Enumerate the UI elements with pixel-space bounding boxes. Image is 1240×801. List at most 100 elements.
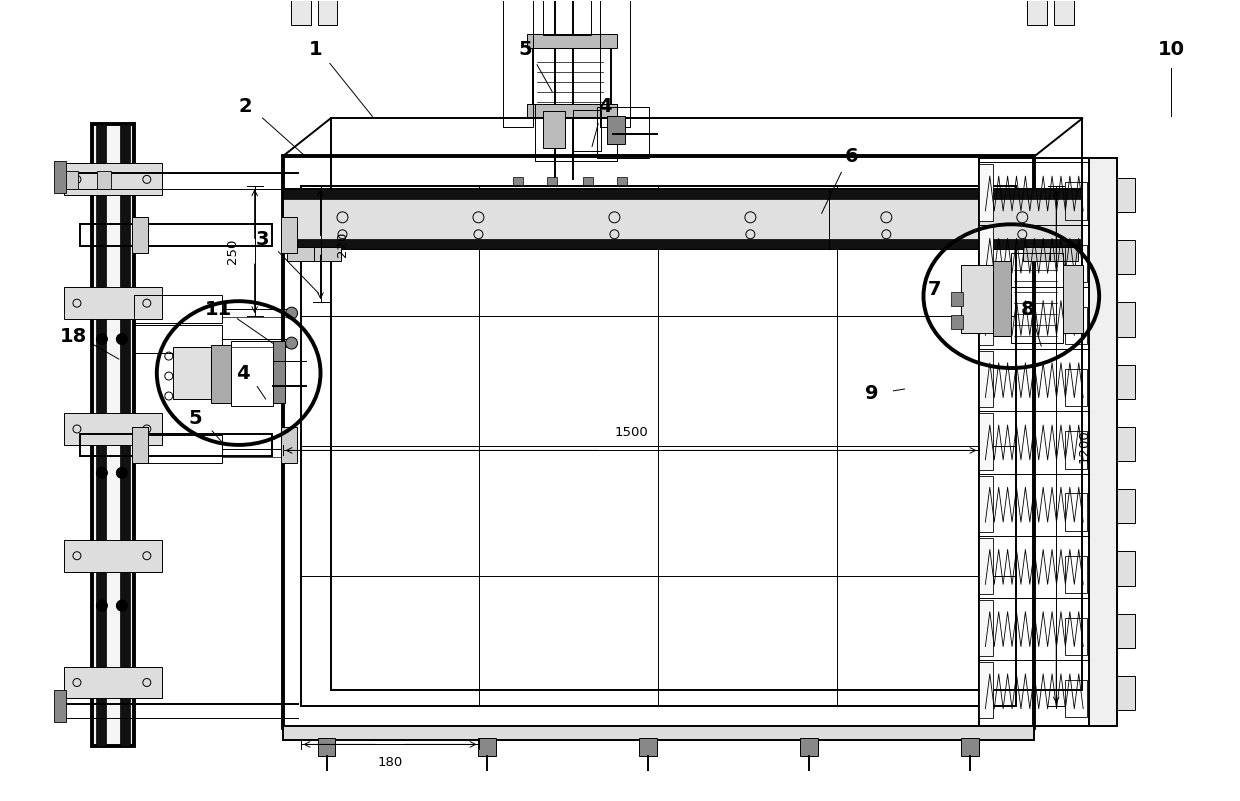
Bar <box>980 476 993 532</box>
Bar <box>1065 244 1087 282</box>
Bar <box>980 600 993 656</box>
Bar <box>533 46 611 107</box>
Bar <box>980 351 993 408</box>
Text: 8: 8 <box>1021 300 1034 319</box>
Bar <box>980 537 993 594</box>
Bar <box>64 171 78 189</box>
Bar <box>543 111 565 148</box>
Bar <box>283 239 1083 249</box>
Bar <box>95 124 105 747</box>
Circle shape <box>285 337 298 349</box>
Bar <box>1054 0 1074 25</box>
Bar <box>290 0 310 25</box>
Bar <box>1089 159 1117 727</box>
Bar <box>583 177 593 185</box>
Bar <box>314 248 341 261</box>
Circle shape <box>117 468 128 478</box>
Circle shape <box>117 333 128 344</box>
Bar <box>1117 427 1135 461</box>
Text: 1: 1 <box>309 40 322 59</box>
Text: 3: 3 <box>255 230 269 249</box>
Bar <box>1012 253 1063 343</box>
Circle shape <box>285 447 298 459</box>
Bar <box>596 107 649 159</box>
Bar <box>1023 248 1052 261</box>
Bar <box>527 103 618 118</box>
Text: 180: 180 <box>377 756 403 769</box>
Bar <box>231 341 273 406</box>
Bar <box>55 690 66 723</box>
Bar <box>951 292 963 306</box>
Text: 1200: 1200 <box>1078 429 1091 463</box>
Bar <box>600 0 630 127</box>
Bar <box>1065 369 1087 406</box>
Bar <box>980 164 993 220</box>
Bar <box>547 177 557 185</box>
Bar <box>79 434 272 456</box>
Text: 5: 5 <box>188 409 202 429</box>
Text: 9: 9 <box>864 384 878 403</box>
Circle shape <box>285 307 298 319</box>
Bar <box>280 217 296 253</box>
Bar <box>79 224 272 246</box>
Bar <box>134 325 222 353</box>
Bar <box>961 265 993 333</box>
Bar <box>211 345 231 403</box>
Bar <box>300 187 1017 706</box>
Bar <box>1117 489 1135 523</box>
Bar <box>283 156 1034 728</box>
Bar <box>1065 680 1087 718</box>
Bar <box>120 124 130 747</box>
Bar <box>283 727 1034 740</box>
Bar <box>64 540 161 572</box>
Text: 18: 18 <box>60 327 87 345</box>
Bar <box>1065 556 1087 593</box>
Bar <box>1063 265 1084 333</box>
Bar <box>618 177 627 185</box>
Text: 4: 4 <box>236 364 249 383</box>
Bar <box>92 124 134 747</box>
Bar <box>97 171 110 189</box>
Bar <box>64 288 161 319</box>
Circle shape <box>97 333 108 344</box>
Text: 1500: 1500 <box>614 426 647 439</box>
Bar <box>608 116 625 144</box>
Bar <box>573 110 601 151</box>
Text: 10: 10 <box>1158 40 1184 59</box>
Bar <box>993 261 1012 336</box>
Bar <box>1065 307 1087 344</box>
Bar <box>1065 493 1087 531</box>
Text: 4: 4 <box>598 97 611 116</box>
Bar <box>134 435 222 463</box>
Bar <box>961 739 980 756</box>
Bar <box>543 0 591 34</box>
Bar <box>172 347 211 399</box>
Text: 250: 250 <box>226 239 239 264</box>
Bar <box>640 739 657 756</box>
Bar <box>273 341 285 403</box>
Bar <box>980 413 993 469</box>
Bar <box>1117 240 1135 275</box>
Bar <box>1065 431 1087 469</box>
Bar <box>64 666 161 698</box>
Bar <box>283 189 1083 249</box>
Circle shape <box>97 600 108 611</box>
Bar <box>286 248 315 261</box>
Bar <box>1027 0 1048 25</box>
Text: 220: 220 <box>336 231 348 257</box>
Bar <box>980 227 993 283</box>
Bar <box>131 217 148 253</box>
Bar <box>513 177 523 185</box>
Bar <box>479 739 496 756</box>
Bar <box>1117 676 1135 710</box>
Bar <box>503 0 533 127</box>
Bar <box>1117 364 1135 399</box>
Bar <box>280 427 296 463</box>
Circle shape <box>97 468 108 478</box>
Bar <box>283 189 1083 199</box>
Bar <box>317 739 336 756</box>
Bar <box>980 159 1117 727</box>
Bar <box>1117 303 1135 336</box>
Bar <box>64 413 161 445</box>
Bar <box>131 427 148 463</box>
